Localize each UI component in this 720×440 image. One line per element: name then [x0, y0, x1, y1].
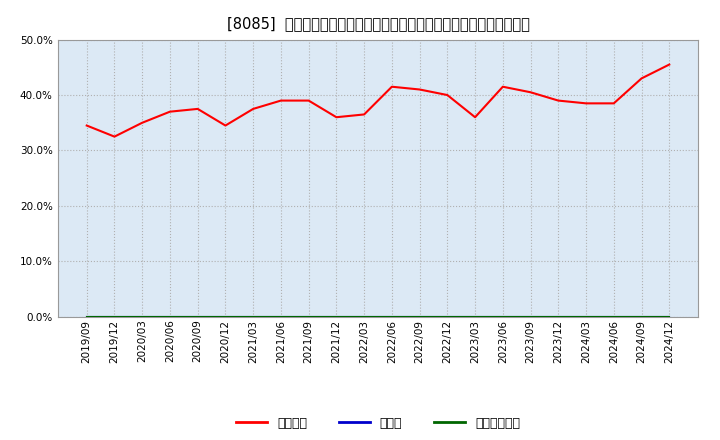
自己資本: [526, 90, 535, 95]
のれん: [360, 314, 369, 319]
のれん: [110, 314, 119, 319]
のれん: [221, 314, 230, 319]
自己資本: [387, 84, 396, 89]
のれん: [637, 314, 646, 319]
のれん: [443, 314, 451, 319]
繰延税金資産: [194, 314, 202, 319]
繰延税金資産: [471, 314, 480, 319]
Line: 自己資本: 自己資本: [86, 65, 670, 136]
のれん: [194, 314, 202, 319]
自己資本: [582, 101, 590, 106]
のれん: [526, 314, 535, 319]
自己資本: [138, 120, 147, 125]
自己資本: [249, 106, 258, 111]
自己資本: [665, 62, 674, 67]
自己資本: [82, 123, 91, 128]
繰延税金資産: [82, 314, 91, 319]
のれん: [498, 314, 507, 319]
自己資本: [554, 98, 562, 103]
のれん: [471, 314, 480, 319]
繰延税金資産: [166, 314, 174, 319]
繰延税金資産: [138, 314, 147, 319]
繰延税金資産: [387, 314, 396, 319]
自己資本: [415, 87, 424, 92]
のれん: [276, 314, 285, 319]
繰延税金資産: [360, 314, 369, 319]
自己資本: [194, 106, 202, 111]
繰延税金資産: [554, 314, 562, 319]
自己資本: [305, 98, 313, 103]
繰延税金資産: [249, 314, 258, 319]
のれん: [332, 314, 341, 319]
繰延税金資産: [498, 314, 507, 319]
のれん: [554, 314, 562, 319]
自己資本: [443, 92, 451, 98]
繰延税金資産: [582, 314, 590, 319]
繰延税金資産: [332, 314, 341, 319]
繰延税金資産: [609, 314, 618, 319]
自己資本: [276, 98, 285, 103]
自己資本: [221, 123, 230, 128]
のれん: [609, 314, 618, 319]
繰延税金資産: [526, 314, 535, 319]
自己資本: [166, 109, 174, 114]
Title: [8085]  自己資本、のれん、繰延税金資産の総資産に対する比率の推移: [8085] 自己資本、のれん、繰延税金資産の総資産に対する比率の推移: [227, 16, 529, 32]
繰延税金資産: [305, 314, 313, 319]
繰延税金資産: [443, 314, 451, 319]
のれん: [305, 314, 313, 319]
自己資本: [471, 114, 480, 120]
自己資本: [498, 84, 507, 89]
のれん: [138, 314, 147, 319]
自己資本: [332, 114, 341, 120]
自己資本: [637, 76, 646, 81]
繰延税金資産: [276, 314, 285, 319]
のれん: [82, 314, 91, 319]
繰延税金資産: [665, 314, 674, 319]
のれん: [665, 314, 674, 319]
のれん: [582, 314, 590, 319]
繰延税金資産: [637, 314, 646, 319]
繰延税金資産: [221, 314, 230, 319]
繰延税金資産: [415, 314, 424, 319]
のれん: [249, 314, 258, 319]
のれん: [387, 314, 396, 319]
Legend: 自己資本, のれん, 繰延税金資産: 自己資本, のれん, 繰延税金資産: [231, 412, 525, 435]
のれん: [166, 314, 174, 319]
自己資本: [609, 101, 618, 106]
繰延税金資産: [110, 314, 119, 319]
自己資本: [360, 112, 369, 117]
のれん: [415, 314, 424, 319]
自己資本: [110, 134, 119, 139]
